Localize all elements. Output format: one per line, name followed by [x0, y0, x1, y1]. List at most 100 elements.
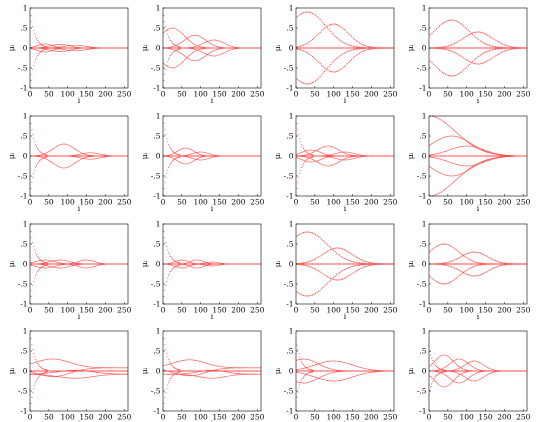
mode-point-1-upper-27: [315, 234, 317, 236]
mode-point-2-lower-111: [511, 48, 513, 50]
mode-point-1-lower-53: [467, 268, 469, 270]
y-tick-label-5: 1: [23, 4, 28, 13]
plot-area: [429, 346, 527, 396]
edge-point-2-7: [35, 274, 37, 277]
mode-point-2-lower-19: [441, 48, 444, 50]
mode-point-2-upper-85: [358, 42, 360, 44]
x-tick-label-5: 200: [497, 306, 512, 315]
mode-point-2-upper-47: [330, 249, 332, 251]
x-axis-label: i: [344, 419, 347, 422]
edge-point-1-19: [179, 46, 181, 48]
y-tick-label-2: -.5: [151, 387, 161, 396]
mode-point-2-lower-79: [354, 271, 356, 273]
mode-point-2-lower-47: [463, 272, 465, 274]
mode-point-1-lower-65: [343, 52, 345, 54]
edge-point-2-5: [166, 387, 168, 389]
edge-point-1-12: [438, 368, 440, 370]
mode-point-2-upper-61: [340, 247, 342, 250]
x-tick-label-5: 200: [231, 306, 246, 315]
mode-point-1-upper-3: [429, 250, 432, 252]
plot-area: [429, 243, 527, 285]
y-axis-label: μᵢ: [140, 44, 149, 51]
mode-point-1-upper-61: [340, 255, 342, 258]
edge-point-1-5: [432, 360, 434, 362]
mode-point-2-upper-27: [448, 45, 450, 47]
edge-point-1-2: [163, 122, 165, 125]
edge-point-1-10: [170, 257, 173, 259]
edge-point-1-2: [163, 14, 165, 17]
edge-point-1-17: [443, 369, 445, 371]
mode-curve-1-lower: [429, 155, 527, 196]
mode-point-2-upper-93: [497, 41, 499, 43]
x-tick-label-6: 250: [383, 413, 398, 422]
mode-point-1-lower-57: [337, 56, 339, 58]
mode-point-1-lower-17: [307, 295, 309, 297]
mode-point-2-upper-7: [299, 45, 302, 47]
x-tick-label-6: 250: [250, 413, 265, 422]
x-tick-label-5: 200: [231, 90, 246, 99]
x-tick-label-3: 100: [327, 198, 342, 207]
y-tick-label-4: .5: [419, 240, 426, 249]
mode-point-2-upper-29: [316, 257, 318, 259]
mode-point-1-upper-65: [343, 42, 345, 44]
mode-point-2-lower-35: [454, 267, 456, 269]
mode-point-1-upper-75: [351, 260, 353, 262]
mode-point-2-upper-69: [346, 31, 348, 33]
mode-point-2-upper-39: [324, 27, 326, 29]
mode-point-2-lower-87: [360, 267, 362, 270]
mode-point-2-upper-31: [318, 256, 320, 258]
mode-point-2-upper-89: [494, 259, 496, 262]
edge-point-2-8: [302, 377, 304, 379]
mode-point-2-upper-77: [352, 37, 354, 39]
mode-point-2-lower-67: [345, 277, 347, 279]
x-tick-label-4: 150: [345, 90, 360, 99]
edge-point-2-3: [297, 391, 299, 393]
edge-point-1-17: [177, 369, 179, 371]
x-tick-label-3: 100: [194, 90, 209, 99]
mode-point-2-lower-71: [481, 273, 483, 275]
mode-point-2-upper-73: [349, 34, 351, 36]
mode-point-1-upper-73: [349, 44, 351, 47]
mode-point-1-upper-5: [431, 32, 433, 34]
mode-point-2-upper-91: [496, 40, 498, 42]
edge-point-1-8: [36, 146, 38, 148]
mode-point-2-lower-39: [324, 274, 326, 276]
y-axis-label: μᵢ: [273, 44, 282, 51]
mode-point-1-lower-15: [305, 83, 308, 85]
mode-point-1-upper-45: [328, 29, 330, 31]
mode-curve-2-upper: [296, 360, 394, 372]
edge-point-1-2: [30, 122, 32, 125]
x-tick-label-2: 50: [443, 306, 453, 315]
mode-point-2-lower-71: [348, 275, 350, 277]
x-tick-label-2: 50: [44, 306, 54, 315]
y-tick-label-2: -.5: [18, 280, 28, 289]
edge-point-1-7: [301, 361, 303, 363]
mode-point-2-lower-39: [457, 268, 459, 271]
mode-point-2-lower-61: [340, 68, 342, 70]
mode-point-2-upper-41: [325, 26, 327, 28]
mode-point-1-lower-37: [322, 286, 324, 288]
edge-point-2-19: [179, 48, 181, 50]
edge-point-1-5: [166, 138, 168, 140]
plot-area: [30, 331, 128, 411]
mode-point-1-lower-9: [301, 294, 303, 296]
edge-point-1-6: [167, 33, 169, 35]
mode-point-2-lower-27: [448, 49, 450, 51]
y-tick-label-4: .5: [153, 240, 160, 249]
mode-point-2-lower-71: [481, 62, 483, 65]
edge-point-1-6: [34, 141, 36, 143]
mode-point-1-lower-5: [431, 277, 433, 279]
mode-point-2-upper-99: [369, 262, 371, 264]
mode-curve-2-upper: [163, 34, 261, 49]
y-tick-label-4: .5: [419, 347, 426, 356]
mode-point-2-lower-77: [485, 271, 487, 273]
x-tick-label-3: 100: [327, 306, 342, 315]
mode-curve-1-upper: [429, 116, 527, 157]
edge-point-2-10: [170, 269, 173, 271]
mode-point-2-upper-31: [318, 33, 320, 35]
mode-point-2-upper-75: [484, 33, 486, 35]
edge-point-2-2: [30, 187, 32, 190]
mode-point-2-lower-73: [349, 60, 351, 62]
mode-point-2-lower-23: [311, 267, 314, 269]
